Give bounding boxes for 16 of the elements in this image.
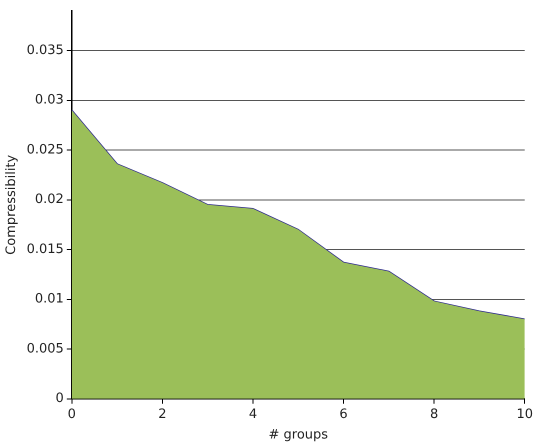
y-tick-label: 0.01 xyxy=(34,292,64,307)
y-tick-label: 0.035 xyxy=(26,42,64,58)
x-tick-label: 2 xyxy=(158,406,167,422)
y-tick-label: 0.005 xyxy=(26,341,64,356)
x-tick-label: 0 xyxy=(68,406,76,422)
x-axis-title: # groups xyxy=(268,428,328,443)
y-tick-label: 0.015 xyxy=(26,242,64,257)
x-tick-label: 8 xyxy=(430,406,438,422)
y-axis-title: Compressibility xyxy=(4,154,20,255)
x-tick-label: 10 xyxy=(516,406,533,422)
y-tick-label: 0 xyxy=(56,391,64,406)
y-tick-label: 0.02 xyxy=(34,192,64,208)
y-tick-label: 0.025 xyxy=(26,142,64,158)
y-tick-label: 0.03 xyxy=(34,92,64,108)
x-tick-label: 4 xyxy=(248,406,258,422)
x-tick-label: 6 xyxy=(339,406,348,422)
